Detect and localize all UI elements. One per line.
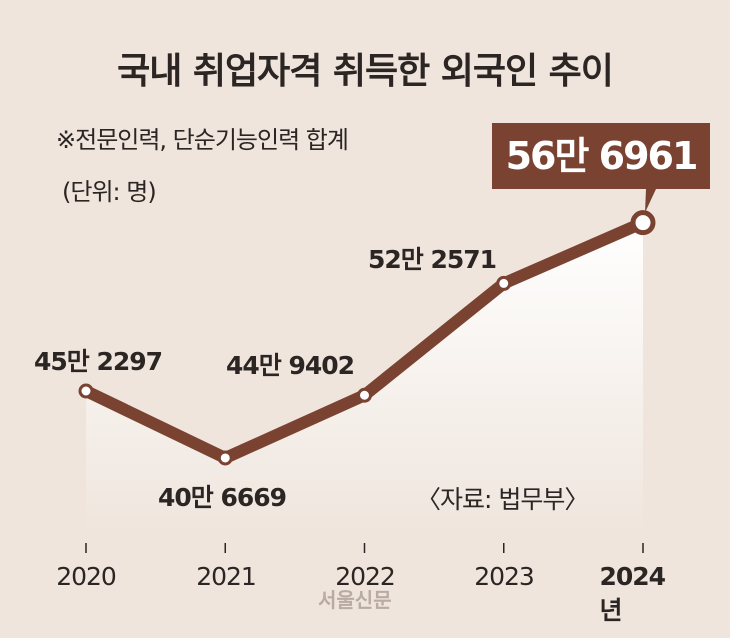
- chart-unit: (단위: 명): [62, 178, 157, 206]
- data-label-2022: 44만 9402: [226, 351, 355, 380]
- source-note: 〈자료: 법무부〉: [416, 485, 589, 514]
- x-tick-label: 2022: [335, 562, 396, 591]
- data-point: [357, 387, 372, 403]
- data-label-2023: 52만 2571: [368, 245, 497, 274]
- x-tick-label: 2024년: [599, 562, 667, 625]
- data-label-2021: 40만 6669: [158, 483, 287, 512]
- data-point: [78, 383, 94, 399]
- area-fill: [86, 222, 643, 535]
- watermark: 서울신문: [318, 588, 392, 612]
- data-point: [496, 275, 512, 291]
- x-tick-label: 2021: [196, 562, 257, 591]
- chart-title: 국내 취업자격 취득한 외국인 추이: [117, 51, 614, 92]
- highlight-pointer: [645, 189, 656, 213]
- data-label-2024-highlight: 56만 6961: [492, 123, 710, 189]
- x-tick-label: 2023: [474, 562, 535, 591]
- data-label-2020: 45만 2297: [34, 347, 163, 376]
- data-point: [630, 210, 656, 236]
- x-tick-label: 2020: [56, 562, 117, 591]
- data-point: [217, 450, 233, 466]
- chart-note: ※전문인력, 단순기능인력 합계: [56, 126, 349, 154]
